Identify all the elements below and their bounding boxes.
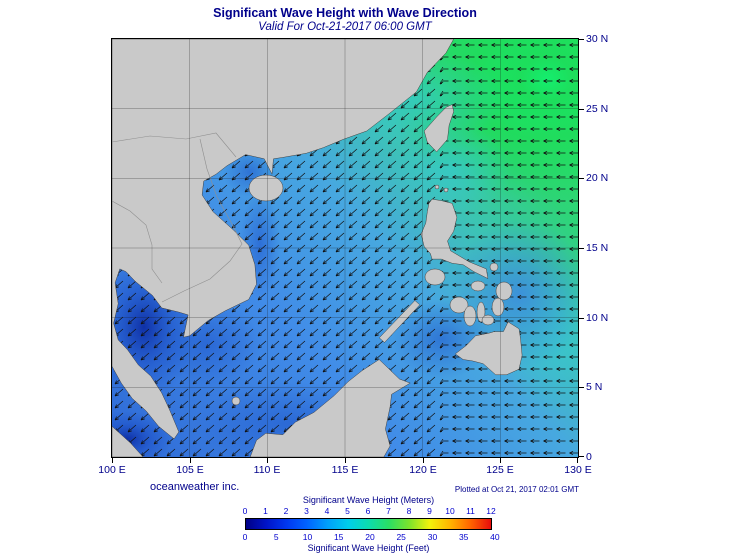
tick-mark [579,387,584,388]
map-area [111,38,579,458]
meters-tick: 3 [304,506,309,516]
lat-label-10n: 10 N [586,312,609,324]
tick-mark [579,178,584,179]
feet-tick: 40 [490,532,500,542]
meters-tick: 12 [486,506,496,516]
plotted-timestamp: Plotted at Oct 21, 2017 02:01 GMT [454,485,579,494]
land-taiwan [423,104,454,153]
land-hainan [248,174,284,202]
grid-lines [112,39,578,457]
tick-mark [577,458,578,463]
oceanweather-credit: oceanweather inc. [150,481,240,493]
feet-tick: 20 [365,532,375,542]
tick-mark [579,109,584,110]
tick-mark [267,458,268,463]
tick-mark [345,458,346,463]
wave-map-svg [112,39,578,457]
land-mindanao [454,321,523,376]
tick-mark [190,458,191,463]
colorbar-gradient [245,518,492,530]
land-mainland-asia [112,39,454,440]
meters-tick: 7 [386,506,391,516]
feet-tick: 0 [242,532,248,542]
tick-mark [579,39,584,40]
feet-tick: 5 [273,532,279,542]
lat-label-0: 0 [586,451,592,463]
meters-tick: 4 [324,506,330,516]
tick-mark [579,318,584,319]
tick-mark [423,458,424,463]
feet-tick: 30 [427,532,438,542]
land-borneo [249,359,411,457]
lon-label-125e: 125 E [486,464,514,476]
lon-label-130e: 130 E [564,464,592,476]
lat-label-15n: 15 N [586,242,609,254]
tick-mark [579,248,584,249]
meters-tick: 8 [406,506,412,516]
meters-tick: 6 [365,506,371,516]
land-palawan [378,300,421,343]
lon-label-100e: 100 E [98,464,126,476]
land-layer [112,39,523,457]
colorbar-feet-label: Significant Wave Height (Feet) [307,543,430,553]
tick-mark [112,458,113,463]
valid-time-subtitle: Valid For Oct-21-2017 06:00 GMT [258,21,432,33]
lat-label-20n: 20 N [586,172,609,184]
lon-label-105e: 105 E [176,464,204,476]
page-title: Significant Wave Height with Wave Direct… [213,6,477,20]
meters-tick: 0 [242,506,248,516]
lon-label-115e: 115 E [331,464,359,476]
meters-tick: 10 [445,506,455,516]
land-visayas-islands [231,184,513,406]
meters-tick: 5 [345,506,350,516]
lat-label-25n: 25 N [586,103,609,115]
lat-label-5n: 5 N [586,381,603,393]
feet-tick: 15 [333,532,344,542]
tick-mark [500,458,501,463]
meters-tick: 9 [427,506,432,516]
lat-label-30n: 30 N [586,33,609,45]
colorbar-meters-label: Significant Wave Height (Meters) [302,495,435,505]
tick-mark [579,456,584,457]
land-luzon [420,198,489,280]
meters-tick: 1 [263,506,268,516]
meters-tick: 11 [466,506,475,516]
meters-tick: 2 [283,506,289,516]
feet-tick: 35 [458,532,469,542]
lon-label-110e: 110 E [253,464,281,476]
feet-tick: 10 [302,532,313,542]
feet-tick: 25 [396,532,406,542]
land-sumatra [112,425,144,457]
lon-label-120e: 120 E [409,464,437,476]
